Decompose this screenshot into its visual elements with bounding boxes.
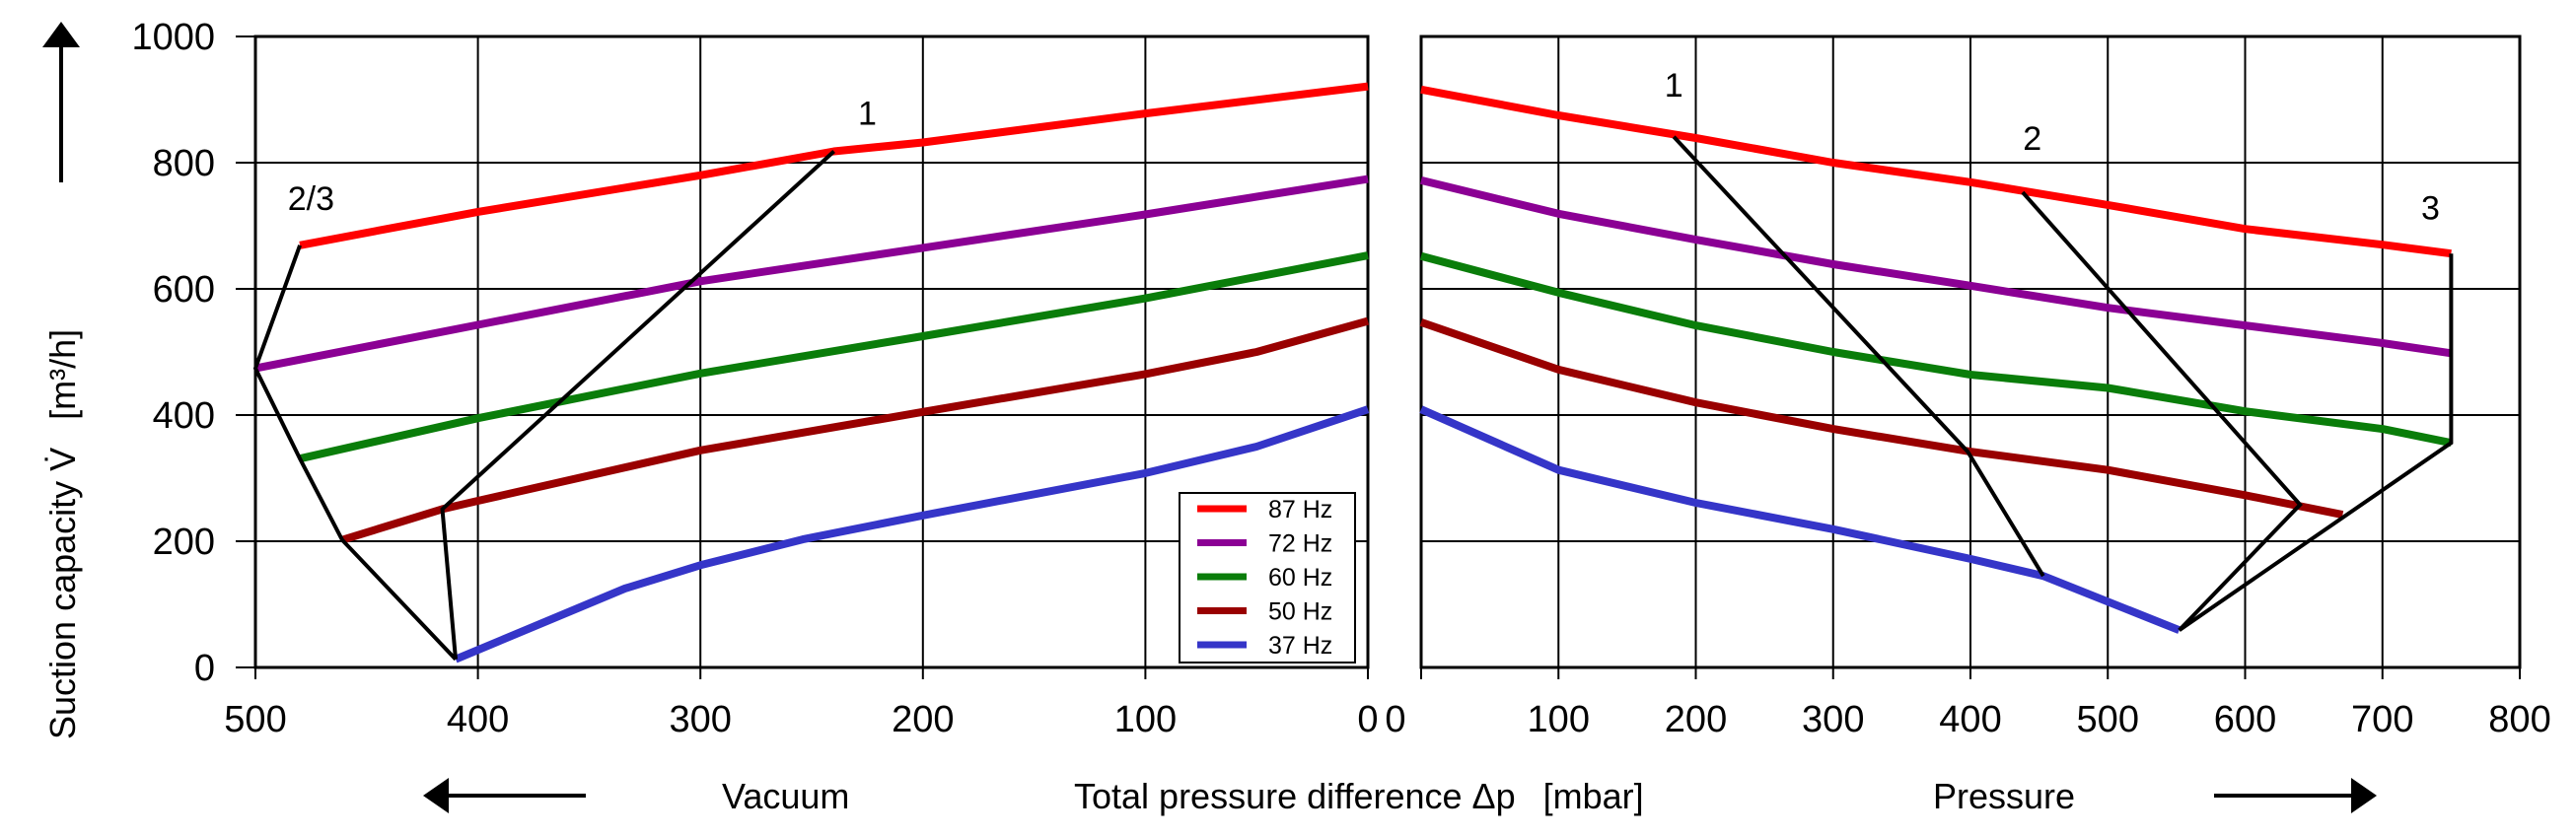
curve-annotation: 3 bbox=[2421, 190, 2440, 228]
x-tick-label: 400 bbox=[1939, 699, 2001, 740]
operating-limit-lines bbox=[252, 135, 2454, 662]
limit-line-1 bbox=[440, 150, 835, 660]
y-tick-label: 600 bbox=[153, 269, 215, 311]
series-line-37-hz bbox=[1419, 405, 2182, 634]
series-line-37-hz bbox=[454, 405, 1370, 663]
y-tick-label: 400 bbox=[153, 395, 215, 437]
y-axis-label: Suction capacity V̇[m³/h] bbox=[42, 329, 83, 739]
y-axis-arrow bbox=[42, 22, 80, 182]
y-tick-label: 0 bbox=[194, 648, 215, 689]
curve-annotation: 1 bbox=[1665, 67, 1683, 105]
x-tick-label: 200 bbox=[1665, 699, 1727, 740]
curve-annotation: 2/3 bbox=[288, 180, 334, 218]
series-line-72-hz bbox=[254, 175, 1369, 373]
y-tick-label: 200 bbox=[153, 522, 215, 563]
legend-label: 37 Hz bbox=[1268, 632, 1332, 660]
x-tick-label: 500 bbox=[2077, 699, 2139, 740]
limit-line-2 bbox=[2021, 190, 2303, 632]
limit-line-2-3 bbox=[252, 244, 458, 662]
series-line-60-hz bbox=[1419, 251, 2453, 448]
limit-line-3 bbox=[2178, 253, 2454, 632]
vacuum-panel-grid bbox=[236, 35, 1370, 679]
x-tick-label: 400 bbox=[447, 699, 509, 740]
x-tick-label: 100 bbox=[1528, 699, 1590, 740]
x-tick-label: 700 bbox=[2351, 699, 2413, 740]
series-line-50-hz bbox=[1419, 318, 2344, 520]
pressure-label: Pressure bbox=[1933, 776, 2075, 816]
curve-annotation: 2 bbox=[2023, 120, 2041, 158]
series-line-87-hz bbox=[299, 82, 1369, 249]
x-tick-label: 800 bbox=[2488, 699, 2550, 740]
series-line-60-hz bbox=[299, 251, 1369, 463]
plot-frame bbox=[253, 35, 1370, 669]
y-tick-label: 800 bbox=[153, 143, 215, 184]
legend-label: 72 Hz bbox=[1268, 530, 1332, 558]
pressure-direction-arrow bbox=[2214, 778, 2377, 813]
pressure-panel-grid bbox=[1419, 35, 2522, 679]
vacuum-label: Vacuum bbox=[722, 776, 849, 816]
x-tick-label: 0 bbox=[1385, 699, 1405, 740]
x-tick-label: 300 bbox=[669, 699, 731, 740]
x-tick-label: 300 bbox=[1802, 699, 1864, 740]
curve-annotations: 2/3 1 1 2 3 bbox=[288, 67, 2440, 228]
legend-label: 87 Hz bbox=[1268, 496, 1332, 524]
limit-line-1 bbox=[1672, 135, 2045, 578]
legend: 87 Hz 72 Hz 60 Hz 50 Hz 37 Hz bbox=[1179, 492, 1356, 663]
curve-annotation: 1 bbox=[858, 96, 877, 133]
x-tick-label: 0 bbox=[1357, 699, 1378, 740]
series-line-87-hz bbox=[1420, 85, 2452, 258]
x-tick-label: 100 bbox=[1114, 699, 1177, 740]
vacuum-direction-arrow bbox=[423, 778, 586, 813]
x-tick-label: 200 bbox=[892, 699, 954, 740]
y-tick-label: 1000 bbox=[131, 17, 215, 58]
plot-frame bbox=[1419, 35, 2522, 669]
x-axis-label: Total pressure difference Δp [mbar] bbox=[1074, 776, 1644, 816]
legend-label: 50 Hz bbox=[1268, 598, 1332, 626]
series-line-50-hz bbox=[340, 316, 1370, 544]
x-tick-label: 600 bbox=[2214, 699, 2276, 740]
x-tick-label: 500 bbox=[224, 699, 286, 740]
series-line-72-hz bbox=[1420, 176, 2452, 358]
legend-label: 60 Hz bbox=[1268, 564, 1332, 592]
